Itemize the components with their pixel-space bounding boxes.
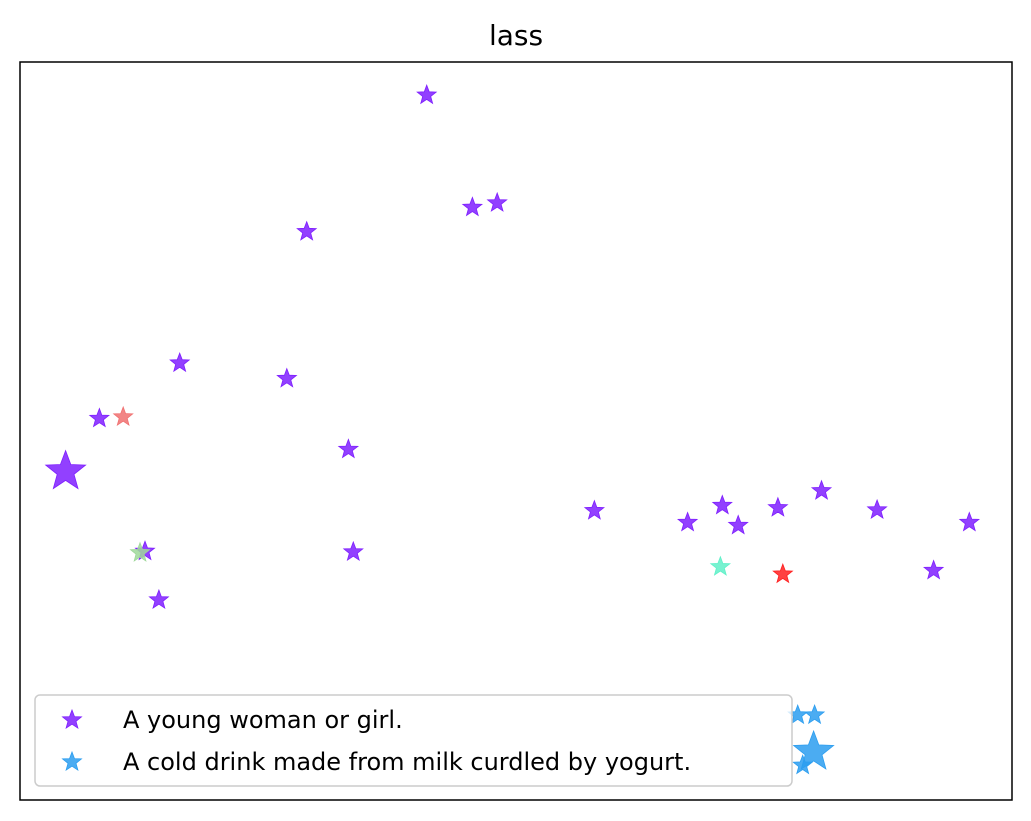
data-point-series-1 bbox=[727, 514, 749, 535]
data-point-series-1 bbox=[276, 367, 298, 388]
points-layer bbox=[44, 84, 980, 775]
data-point-highlight bbox=[772, 563, 794, 584]
data-point-series-1 bbox=[767, 496, 789, 517]
legend-label-young-woman: A young woman or girl. bbox=[123, 706, 403, 734]
data-point-series-1 bbox=[677, 511, 699, 532]
chart-title: lass bbox=[489, 19, 543, 52]
data-point-highlight bbox=[129, 541, 151, 562]
data-point-series-2 bbox=[792, 729, 835, 770]
data-point-series-1 bbox=[923, 559, 945, 580]
data-point-series-1 bbox=[416, 84, 438, 105]
legend-box bbox=[34, 694, 793, 787]
legend-marker-cold-drink bbox=[61, 750, 83, 772]
data-point-series-1 bbox=[958, 511, 980, 532]
data-point-highlight bbox=[709, 555, 731, 576]
data-point-series-1 bbox=[342, 540, 364, 562]
data-point-series-1 bbox=[169, 351, 191, 373]
legend-label-cold-drink: A cold drink made from milk curdled by y… bbox=[123, 748, 691, 776]
legend-star-icon bbox=[61, 750, 83, 772]
legend: A young woman or girl. A cold drink made… bbox=[34, 694, 793, 787]
data-point-series-1 bbox=[711, 494, 733, 515]
data-point-series-1 bbox=[296, 220, 318, 241]
data-point-series-1 bbox=[486, 191, 508, 212]
data-point-series-2 bbox=[804, 703, 826, 725]
legend-star-icon bbox=[61, 708, 83, 730]
data-point-series-1 bbox=[148, 588, 170, 610]
data-point-series-1 bbox=[810, 479, 833, 500]
data-point-highlight bbox=[112, 405, 134, 427]
legend-marker-young-woman bbox=[61, 708, 83, 730]
data-point-series-1 bbox=[866, 498, 888, 520]
data-point-series-1 bbox=[88, 407, 110, 428]
data-point-series-1 bbox=[461, 196, 483, 217]
data-point-series-1 bbox=[583, 499, 605, 520]
plot-frame bbox=[19, 61, 1013, 801]
data-point-series-1 bbox=[337, 438, 360, 459]
data-point-series-2 bbox=[792, 754, 814, 775]
data-point-series-1 bbox=[44, 449, 87, 490]
